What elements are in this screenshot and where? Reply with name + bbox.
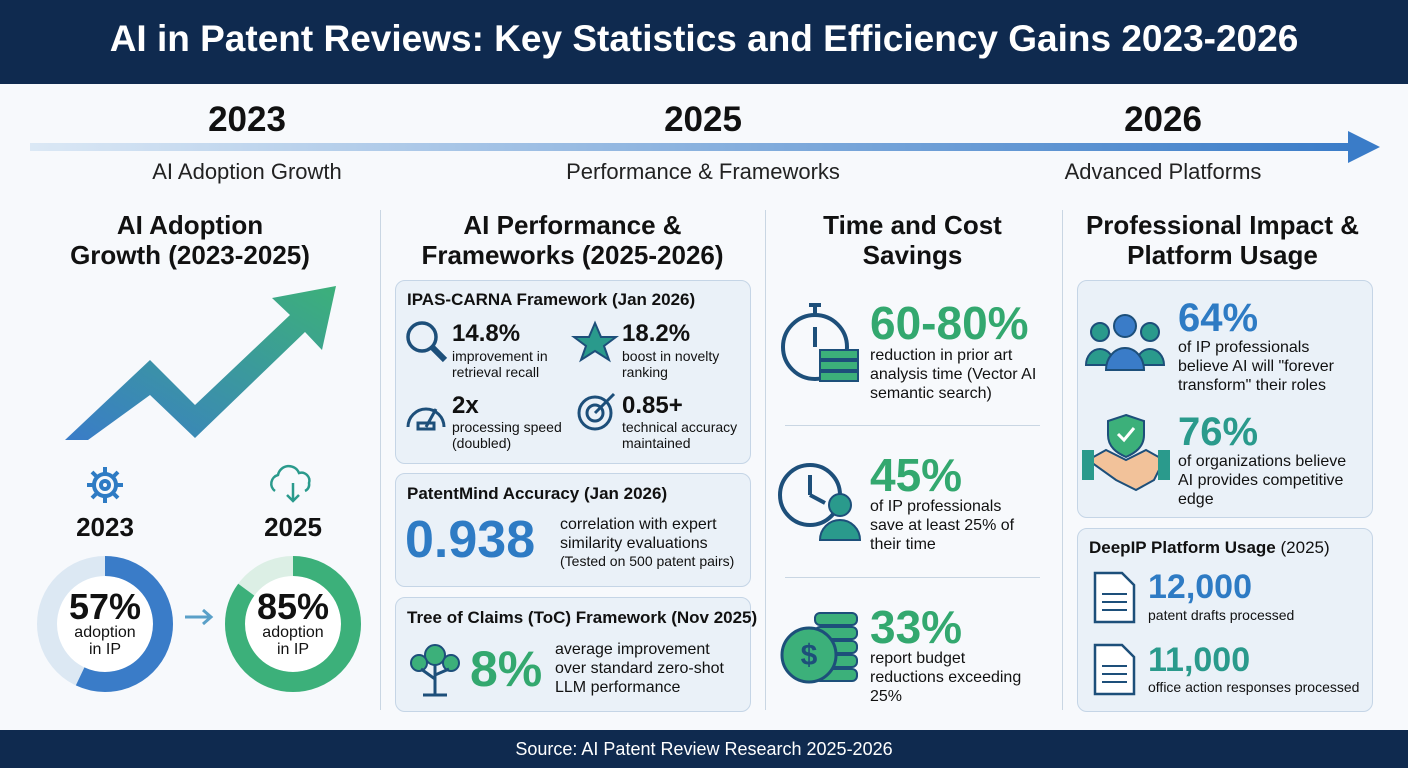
toc-value: 8% [470,641,543,697]
adoption-value: 57% [68,586,142,627]
patentmind-value: 0.938 [405,511,536,569]
toc-text: average improvement over standard zero-s… [555,641,724,696]
source-note: Source: AI Patent Review Research 2025-2… [515,739,893,759]
impact-icons [1082,314,1170,492]
header-bar [0,0,1408,84]
impact-text: of organizations believe AI provides com… [1178,453,1347,508]
section-title: AI Adoption Growth (2023-2025) [70,210,310,270]
adoption-graphic [37,286,361,692]
column-divider [765,210,766,710]
impact-value: 76% [1178,410,1259,454]
stat-text: processing speed (doubled) [452,419,562,451]
card-title: Tree of Claims (ToC) Framework (Nov 2025… [407,608,758,627]
stat-value: 0.85+ [622,392,683,419]
ipas-icons [406,320,619,431]
stat-value: 2x [452,392,479,419]
tree-icon [410,644,460,697]
platform-value: 12,000 [1148,568,1252,606]
platform-text: office action responses processed [1148,679,1360,695]
impact-value: 64% [1178,296,1259,340]
patentmind-text: correlation with expert similarity evalu… [560,516,717,552]
adoption-year: 2025 [264,512,322,542]
patentmind-card [395,473,751,587]
ipas-card [395,280,751,464]
donut-arc [37,556,173,692]
separator [785,577,1040,578]
donut-arc [225,556,361,692]
footer-bar [0,730,1408,768]
timeline-label: Advanced Platforms [1064,159,1262,184]
platform-value: 11,000 [1148,641,1251,679]
card-title: IPAS-CARNA Framework (Jan 2026) [407,290,696,309]
platform-text: patent drafts processed [1148,607,1295,623]
savings-text: report budget reductions exceeding 25% [870,650,1022,705]
adoption-caption: adoption in IP [262,624,324,658]
column-divider [380,210,381,710]
svg-text:$: $ [801,639,818,672]
adoption-year: 2023 [76,512,134,542]
section-title: Professional Impact & Platform Usage [1085,210,1360,270]
timeline-year: 2026 [1124,100,1202,139]
savings-value: 60-80% [870,297,1029,349]
platform-year: (2025) [1280,538,1330,557]
toc-card [395,597,751,712]
savings-text: reduction in prior art analysis time (Ve… [870,347,1037,402]
adoption-value: 85% [256,586,330,627]
patentmind-note: (Tested on 500 patent pairs) [560,553,735,569]
timeline-label: Performance & Frameworks [566,159,840,184]
separator [785,425,1040,426]
document-icons [1093,571,1136,696]
stat-text: technical accuracy maintained [622,419,738,451]
timeline-arrow [30,131,1380,163]
adoption-caption: adoption in IP [74,624,136,658]
savings-icons: $ [778,303,862,684]
savings-text: of IP professionals save at least 25% of… [870,498,1015,553]
impact-text: of IP professionals believe AI will "for… [1178,339,1334,394]
stat-value: 18.2% [622,320,691,347]
page-title: AI in Patent Reviews: Key Statistics and… [109,18,1299,59]
stat-value: 14.8% [452,320,521,347]
section-title: AI Performance & Frameworks (2025-2026) [421,210,724,270]
card-title: DeepIP Platform Usage (2025) [1089,538,1330,558]
card-title: PatentMind Accuracy (Jan 2026) [407,484,668,503]
savings-value: 33% [870,601,963,653]
stat-text: boost in novelty ranking [622,348,720,380]
platform-title: DeepIP Platform Usage [1089,538,1276,557]
savings-value: 45% [870,449,963,501]
timeline-label: AI Adoption Growth [152,159,342,184]
timeline-year: 2025 [664,100,742,139]
section-title: Time and Cost Savings [823,210,1002,270]
stat-text: improvement in retrieval recall [452,348,548,380]
column-divider [1062,210,1063,710]
timeline-year: 2023 [208,100,286,139]
